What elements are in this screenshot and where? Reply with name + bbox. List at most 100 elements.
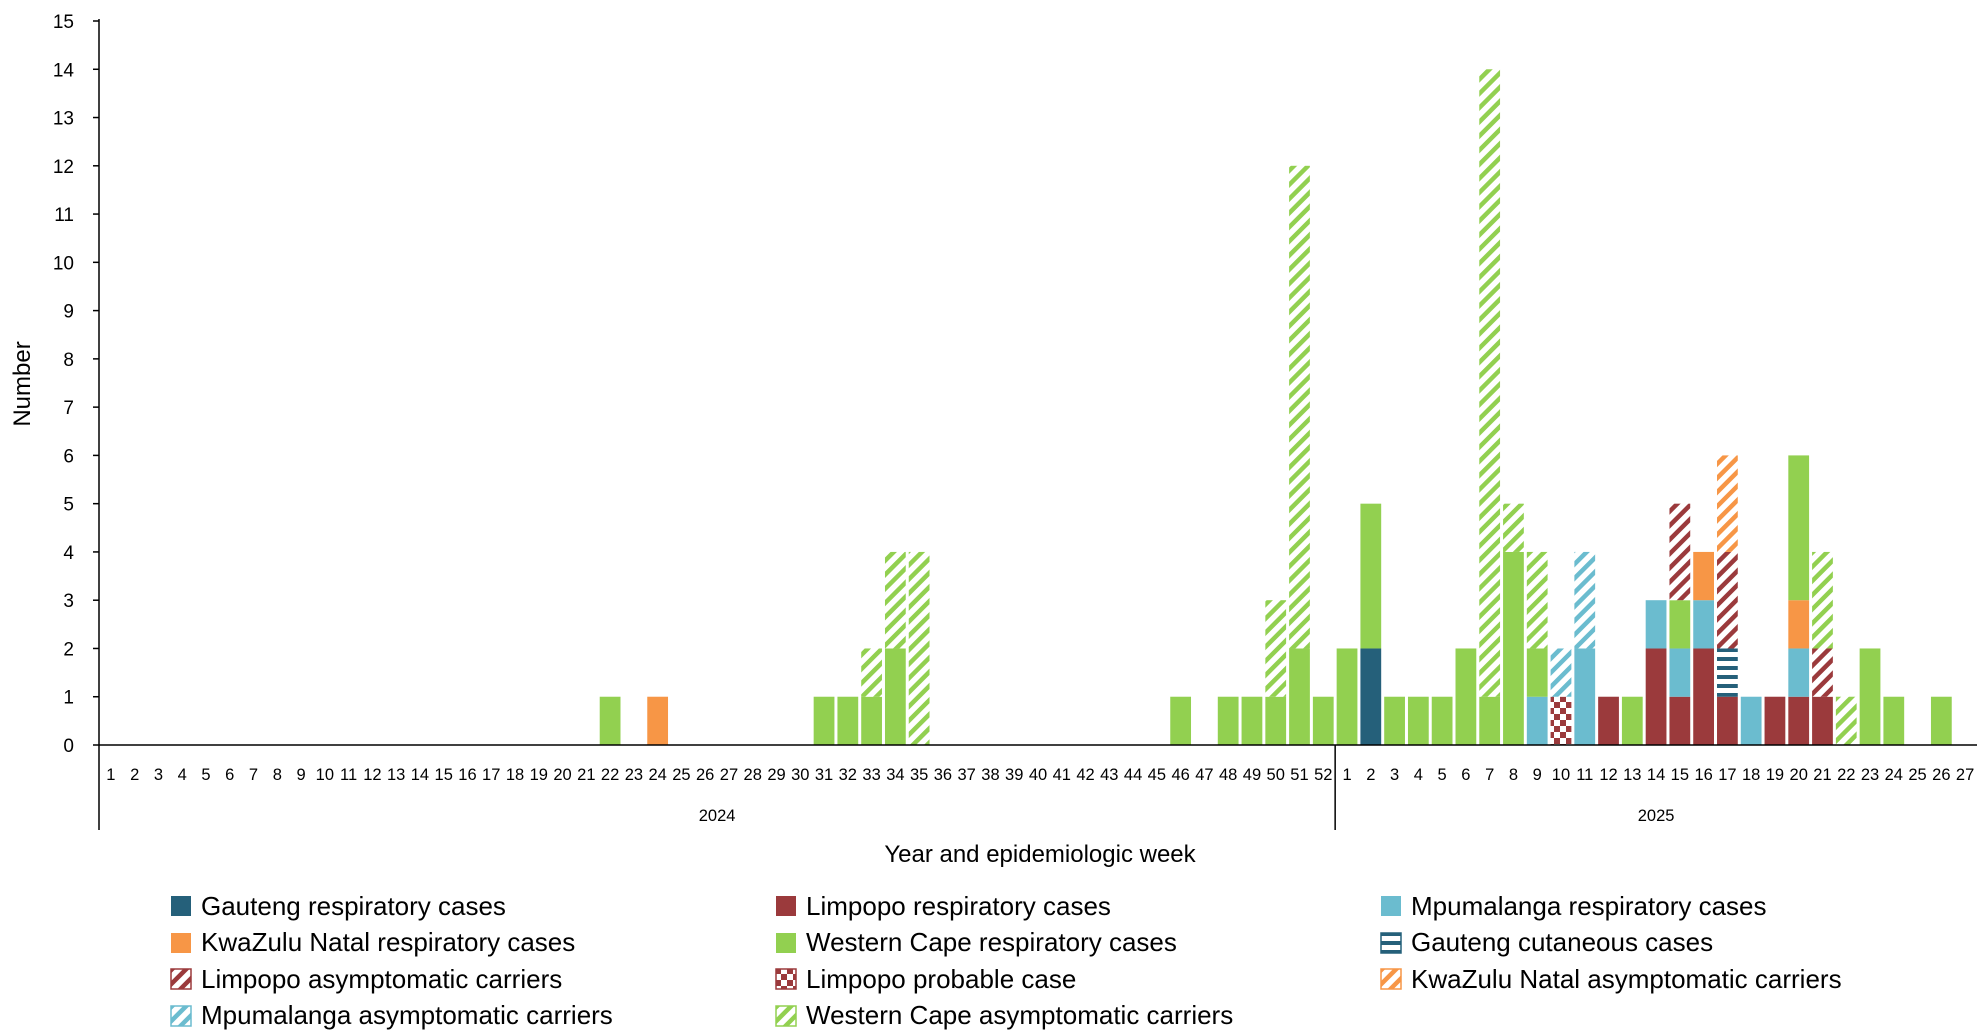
bar-segment: Mpumalanga respiratory cases 2025 week 9… — [1526, 696, 1548, 745]
bar-segment: Mpumalanga respiratory cases 2025 week 1… — [1740, 696, 1762, 745]
bar-segment: Limpopo respiratory cases 2025 week 14: … — [1645, 648, 1667, 745]
bar-segment: Western Cape asymptomatic carriers 2024 … — [1265, 600, 1287, 697]
legend: Gauteng respiratory cases Limpopo respira… — [170, 888, 1930, 1030]
x-tick-label: 8 — [273, 766, 282, 784]
legend-label: Mpumalanga respiratory cases — [1411, 890, 1767, 921]
x-tick-label: 7 — [1485, 766, 1494, 784]
year-label: 2025 — [1638, 807, 1675, 825]
legend-item: Limpopo asymptomatic carriers — [170, 961, 562, 997]
x-tick-label: 14 — [411, 766, 429, 784]
x-tick-label: 1 — [106, 766, 115, 784]
bar-segment: Western Cape respiratory cases 2024 week… — [1241, 696, 1263, 745]
x-tick-label: 40 — [1029, 766, 1047, 784]
x-tick-label: 17 — [482, 766, 500, 784]
bar-segment: Mpumalanga respiratory cases 2025 week 1… — [1574, 648, 1596, 745]
y-tick-label: 15 — [53, 12, 74, 33]
x-tick-label: 20 — [553, 766, 571, 784]
x-axis-title: Year and epidemiologic week — [884, 841, 1196, 868]
x-tick-label: 43 — [1100, 766, 1118, 784]
legend-swatch — [1380, 931, 1402, 954]
x-tick-label: 47 — [1195, 766, 1213, 784]
legend-swatch — [171, 932, 191, 953]
legend-label: Mpumalanga asymptomatic carriers — [201, 1000, 613, 1030]
bar-segment: Western Cape respiratory cases 2024 week… — [1170, 696, 1192, 745]
bar-segment: Gauteng cutaneous cases 2025 week 17: 1 — [1717, 648, 1738, 697]
y-tick-label: 5 — [63, 495, 74, 516]
legend-swatch — [1380, 968, 1402, 990]
bar-segment: Western Cape respiratory cases 2025 week… — [1859, 648, 1881, 745]
x-tick-label: 2 — [130, 766, 139, 784]
x-tick-label: 46 — [1171, 766, 1189, 784]
x-tick-label: 23 — [625, 766, 643, 784]
x-tick-label: 16 — [458, 766, 476, 784]
legend-swatch — [775, 968, 797, 990]
x-tick-label: 13 — [387, 766, 405, 784]
bar-segment: Western Cape asymptomatic carriers 2024 … — [1289, 165, 1310, 649]
x-tick-label: 36 — [934, 766, 952, 784]
x-tick-label: 21 — [577, 766, 595, 784]
y-tick-label: 4 — [63, 543, 74, 564]
x-tick-label: 2 — [1366, 766, 1375, 784]
bar-segment: Western Cape respiratory cases 2024 week… — [813, 696, 835, 745]
y-tick-label: 14 — [53, 60, 75, 81]
x-tick-label: 37 — [958, 766, 976, 784]
legend-item: KwaZulu Natal asymptomatic carriers — [1380, 961, 1842, 997]
y-tick-label: 0 — [63, 736, 74, 757]
y-tick-label: 6 — [63, 446, 74, 467]
bar-segment: Western Cape respiratory cases 2025 week… — [1883, 696, 1905, 745]
x-tick-label: 16 — [1694, 766, 1712, 784]
x-tick-label: 5 — [1438, 766, 1447, 784]
y-tick-label: 7 — [63, 398, 74, 419]
x-tick-label: 34 — [886, 766, 904, 784]
legend-label: Western Cape asymptomatic carriers — [806, 1000, 1234, 1030]
bar-segment: Western Cape respiratory cases 2025 week… — [1455, 648, 1477, 745]
legend-item: Mpumalanga asymptomatic carriers — [170, 998, 613, 1034]
x-tick-label: 30 — [791, 766, 809, 784]
legend-swatch — [170, 1004, 192, 1027]
y-tick-label: 2 — [63, 639, 74, 660]
x-tick-label: 19 — [1766, 766, 1784, 784]
bar-segment: Mpumalanga respiratory cases 2025 week 1… — [1693, 600, 1714, 649]
x-tick-label: 27 — [1956, 766, 1974, 784]
legend-label: Limpopo asymptomatic carriers — [201, 963, 563, 994]
bar-segment: Western Cape respiratory cases 2025 week… — [1930, 696, 1952, 745]
x-tick-label: 10 — [316, 766, 334, 784]
bar-segment: Western Cape asymptomatic carriers 2024 … — [884, 551, 906, 649]
bar-segment: Western Cape asymptomatic carriers 2025 … — [1812, 551, 1833, 649]
bar-segment: Western Cape asymptomatic carriers 2025 … — [1526, 551, 1548, 649]
bar-segment: Western Cape asymptomatic carriers 2025 … — [1479, 69, 1501, 697]
x-tick-label: 12 — [363, 766, 381, 784]
legend-swatch — [170, 968, 192, 990]
bar-segment: Limpopo respiratory cases 2025 week 19: … — [1764, 696, 1786, 745]
x-tick-label: 51 — [1290, 766, 1308, 784]
bar-segment: Limpopo asymptomatic carriers 2025 week … — [1717, 551, 1738, 649]
bar-segment: Limpopo respiratory cases 2025 week 12: … — [1598, 696, 1619, 745]
bar-segment: Limpopo probable case 2025 week 10: 1 — [1550, 696, 1572, 745]
legend-item: Western Cape asymptomatic carriers — [775, 998, 1233, 1034]
bar-segment: Limpopo respiratory cases 2025 week 17: … — [1717, 696, 1738, 745]
y-tick-label: 9 — [63, 302, 74, 323]
legend-label: KwaZulu Natal asymptomatic carriers — [1411, 963, 1842, 994]
x-tick-label: 4 — [1414, 766, 1423, 784]
x-tick-label: 50 — [1267, 766, 1285, 784]
x-tick-label: 12 — [1599, 766, 1617, 784]
bar-segment: Western Cape respiratory cases 2025 week… — [1526, 648, 1548, 697]
x-tick-label: 20 — [1790, 766, 1808, 784]
x-tick-label: 38 — [981, 766, 999, 784]
bar-segment: Mpumalanga asymptomatic carriers 2025 we… — [1574, 551, 1596, 649]
bar-segment: Western Cape respiratory cases 2025 week… — [1669, 600, 1691, 649]
x-tick-label: 32 — [839, 766, 857, 784]
bar-segment: Western Cape respiratory cases 2025 week… — [1503, 551, 1524, 745]
bar-segment: Limpopo respiratory cases 2025 week 21: … — [1812, 696, 1833, 745]
x-tick-label: 19 — [530, 766, 548, 784]
legend-label: Limpopo respiratory cases — [806, 890, 1111, 921]
x-tick-label: 48 — [1219, 766, 1237, 784]
x-tick-label: 15 — [1671, 766, 1689, 784]
x-tick-label: 4 — [178, 766, 187, 784]
x-tick-label: 26 — [696, 766, 714, 784]
x-tick-label: 18 — [1742, 766, 1760, 784]
x-tick-label: 21 — [1813, 766, 1831, 784]
x-tick-label: 11 — [1576, 766, 1593, 784]
bar-segment: Mpumalanga respiratory cases 2025 week 2… — [1788, 648, 1810, 697]
